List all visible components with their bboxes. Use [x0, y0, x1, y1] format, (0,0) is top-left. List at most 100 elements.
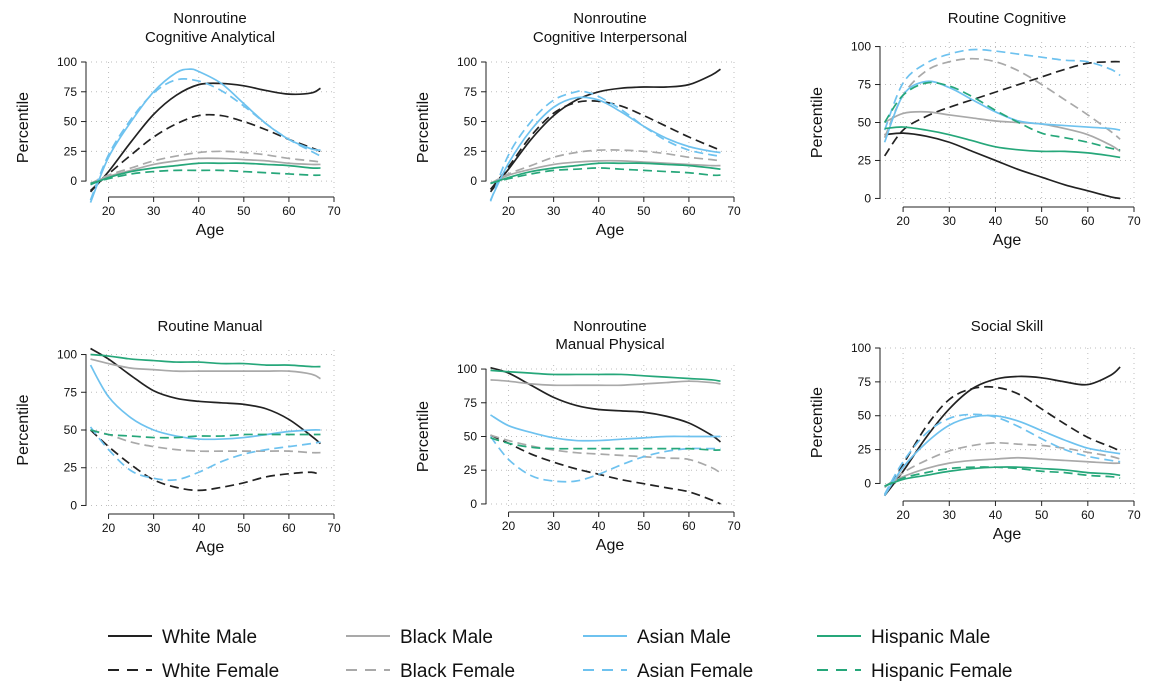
- series-line-hispanic-female: [90, 169, 321, 185]
- series-line-asian-female: [89, 78, 321, 201]
- y-tick-label: 75: [858, 78, 872, 92]
- x-tick-label: 50: [1035, 508, 1049, 522]
- series-line-white-female: [89, 429, 321, 492]
- series-line-hispanic-female: [883, 81, 1121, 151]
- y-axis-label: Percentile: [15, 92, 32, 163]
- legend-label-white-male: White Male: [162, 627, 257, 648]
- x-tick-label: 40: [192, 204, 206, 218]
- chart-panel: Social Skill 0 25 50 75 100 20 30 40 50 60 70 Age Per…: [809, 318, 1141, 543]
- x-axis-label: Age: [596, 537, 625, 554]
- series-line-asian-male: [489, 96, 721, 201]
- y-tick-label: 25: [858, 443, 872, 457]
- y-tick-label: 75: [464, 85, 478, 99]
- y-tick-label: 100: [457, 362, 477, 376]
- y-tick-label: 100: [57, 55, 77, 69]
- y-tick-label: 50: [64, 423, 78, 437]
- x-tick-label: 70: [327, 204, 341, 218]
- y-tick-label: 0: [470, 174, 477, 188]
- x-tick-label: 40: [592, 204, 606, 218]
- x-tick-label: 30: [943, 214, 957, 228]
- series-line-black-male: [90, 157, 321, 185]
- x-tick-label: 20: [102, 521, 116, 535]
- y-tick-label: 75: [858, 375, 872, 389]
- legend-label-hispanic-male: Hispanic Male: [871, 627, 990, 648]
- x-tick-label: 40: [989, 508, 1003, 522]
- chart-title: Routine Cognitive: [948, 10, 1066, 27]
- chart-panel: Nonroutine Cognitive Interpersonal 0 25 50 75…: [415, 10, 741, 239]
- chart-title: Nonroutine: [573, 318, 646, 335]
- series-line-black-female: [490, 434, 721, 474]
- series-line-white-female: [883, 60, 1121, 157]
- x-tick-label: 50: [1035, 214, 1049, 228]
- y-axis-label: Percentile: [15, 394, 32, 465]
- chart-title: Nonroutine: [573, 10, 646, 27]
- x-tick-label: 30: [547, 519, 561, 533]
- series-line-white-male: [489, 68, 721, 193]
- x-tick-label: 30: [943, 508, 957, 522]
- x-tick-label: 60: [1081, 508, 1095, 522]
- x-tick-label: 30: [547, 204, 561, 218]
- x-axis-label: Age: [196, 222, 225, 239]
- y-tick-label: 25: [858, 153, 872, 167]
- x-tick-label: 20: [896, 214, 910, 228]
- y-tick-label: 0: [864, 476, 871, 490]
- y-tick-label: 50: [858, 116, 872, 130]
- y-tick-label: 25: [64, 461, 78, 475]
- y-tick-label: 75: [464, 396, 478, 410]
- x-tick-label: 50: [237, 521, 251, 535]
- x-tick-label: 50: [637, 204, 651, 218]
- series-line-asian-female: [89, 426, 321, 482]
- series-line-hispanic-male: [884, 126, 1121, 159]
- y-tick-label: 0: [70, 174, 77, 188]
- x-axis-label: Age: [596, 222, 625, 239]
- legend-label-asian-female: Asian Female: [637, 661, 753, 682]
- series-line-white-male: [89, 82, 321, 193]
- y-tick-label: 50: [858, 409, 872, 423]
- y-tick-label: 25: [464, 463, 478, 477]
- y-tick-label: 75: [64, 85, 78, 99]
- y-tick-label: 75: [64, 385, 78, 399]
- chart-title: Manual Physical: [555, 336, 664, 353]
- series-line-white-male: [90, 347, 322, 445]
- series-line-hispanic-female: [90, 429, 321, 439]
- series-line-asian-female: [883, 413, 1121, 495]
- x-tick-label: 60: [682, 519, 696, 533]
- x-tick-label: 70: [727, 519, 741, 533]
- x-tick-label: 70: [327, 521, 341, 535]
- x-tick-label: 30: [147, 521, 161, 535]
- chart-title: Nonroutine: [173, 10, 246, 27]
- y-tick-label: 50: [64, 115, 78, 129]
- series-line-asian-male: [89, 364, 321, 441]
- series-line-hispanic-female: [490, 167, 721, 185]
- chart-panel: Routine Cognitive 0 25 50 75 100 20 30 40 50 60 70 A…: [809, 10, 1141, 249]
- y-tick-label: 50: [464, 430, 478, 444]
- series-line-black-male: [884, 110, 1121, 153]
- x-tick-label: 40: [192, 521, 206, 535]
- x-tick-label: 60: [1081, 214, 1095, 228]
- x-axis-label: Age: [196, 539, 225, 556]
- series-line-asian-female: [489, 90, 721, 202]
- x-tick-label: 70: [1127, 214, 1141, 228]
- x-tick-label: 70: [727, 204, 741, 218]
- legend-label-white-female: White Female: [162, 661, 279, 682]
- x-tick-label: 50: [237, 204, 251, 218]
- series-line-asian-male: [89, 68, 321, 203]
- series-line-black-female: [883, 57, 1121, 140]
- x-tick-label: 20: [502, 204, 516, 218]
- series-line-black-female: [884, 441, 1121, 489]
- x-tick-label: 20: [102, 204, 116, 218]
- chart-title: Cognitive Interpersonal: [533, 29, 687, 46]
- chart-title: Cognitive Analytical: [145, 29, 275, 46]
- series-line-white-male: [883, 366, 1121, 497]
- series-line-hispanic-male: [884, 466, 1121, 487]
- series-line-white-female: [490, 434, 721, 505]
- x-tick-label: 30: [147, 204, 161, 218]
- x-tick-label: 40: [989, 214, 1003, 228]
- series-line-black-female: [90, 429, 321, 454]
- y-tick-label: 100: [57, 348, 77, 362]
- y-tick-label: 0: [864, 191, 871, 205]
- x-tick-label: 20: [502, 519, 516, 533]
- y-axis-label: Percentile: [415, 401, 432, 472]
